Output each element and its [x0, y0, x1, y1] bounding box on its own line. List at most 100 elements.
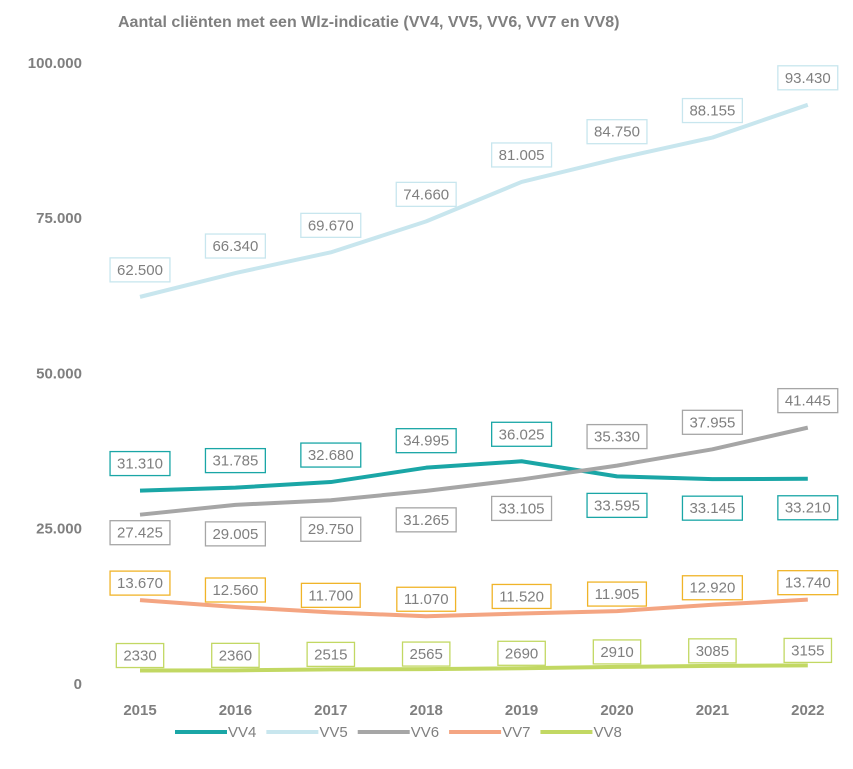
data-label-box	[204, 521, 266, 547]
data-label: 69.670	[308, 217, 354, 234]
data-label: 3085	[696, 643, 729, 660]
y-tick-label: 0	[74, 676, 82, 693]
legend-label: VV5	[319, 724, 347, 741]
data-label: 66.340	[212, 238, 258, 255]
data-label-box	[586, 581, 648, 607]
data-label: 11.070	[404, 591, 449, 608]
data-label-box	[396, 586, 457, 612]
data-label-box	[681, 97, 743, 124]
data-label-box	[109, 520, 171, 546]
x-tick-label: 2022	[791, 702, 824, 719]
data-label: 3155	[791, 642, 824, 659]
y-tick-label: 100.000	[28, 55, 82, 72]
data-label: 12.560	[212, 582, 258, 599]
data-label-box	[491, 495, 553, 522]
data-label: 88.155	[689, 103, 735, 120]
data-label-box	[592, 639, 642, 665]
data-label: 31.310	[117, 456, 163, 473]
x-tick-label: 2019	[505, 702, 538, 719]
data-label-box	[204, 577, 266, 603]
data-label: 12.920	[689, 580, 735, 597]
data-label-box	[497, 640, 546, 666]
data-label: 2690	[505, 645, 538, 662]
data-label: 34.995	[403, 433, 449, 450]
data-label: 2565	[410, 646, 443, 663]
y-tick-label: 25.000	[36, 521, 82, 538]
data-label-box	[681, 409, 743, 435]
data-label-box	[401, 641, 451, 667]
data-label-box	[300, 516, 362, 542]
x-tick-label: 2021	[696, 702, 729, 719]
data-label: 11.905	[595, 586, 640, 603]
y-tick-label: 50.000	[36, 365, 82, 382]
x-tick-label: 2020	[600, 702, 633, 719]
data-label-box	[395, 507, 457, 533]
data-label: 2910	[600, 644, 633, 661]
data-label: 29.750	[308, 521, 354, 538]
data-label: 32.680	[308, 447, 354, 464]
legend-label: VV7	[502, 724, 530, 741]
legend-label: VV4	[228, 724, 256, 741]
data-label-box	[777, 570, 839, 596]
data-label: 93.430	[785, 70, 831, 87]
lines	[139, 102, 809, 673]
x-tick-label: 2018	[410, 702, 443, 719]
data-label-box	[306, 641, 356, 668]
series-line	[139, 102, 809, 299]
data-label: 62.500	[117, 262, 163, 279]
data-label: 2360	[219, 647, 252, 664]
data-label-box	[491, 142, 553, 168]
data-label-box	[115, 642, 165, 669]
data-label: 84.750	[594, 124, 640, 141]
data-label: 2515	[314, 646, 347, 663]
series-line	[139, 459, 808, 493]
data-label: 74.660	[403, 186, 449, 203]
data-label-box	[586, 423, 648, 450]
data-label-box	[491, 421, 553, 447]
data-label-box	[109, 450, 171, 477]
data-label-box	[395, 181, 457, 208]
data-label-box	[777, 495, 839, 521]
data-label-box	[586, 119, 648, 145]
data-label: 11.700	[308, 587, 353, 604]
data-label-box	[211, 642, 260, 668]
x-tick-label: 2015	[123, 702, 156, 719]
data-label: 33.595	[594, 497, 640, 514]
data-label: 35.330	[594, 429, 640, 446]
data-label-box	[688, 638, 737, 664]
data-labels: 31.310 31.785 32.680 34.995 36.025 33.595 33.1…	[109, 65, 839, 669]
data-label-box	[204, 233, 266, 259]
data-label-box	[300, 442, 362, 468]
data-label: 13.670	[117, 575, 163, 592]
data-label-box	[777, 387, 839, 414]
data-label: 31.785	[212, 453, 258, 470]
data-label: 31.265	[403, 512, 449, 529]
data-label: 11.520	[499, 588, 544, 605]
data-label: 33.210	[785, 500, 831, 517]
data-label: 13.740	[785, 575, 831, 592]
series-line	[139, 663, 808, 673]
series-line	[139, 597, 808, 619]
data-label-box	[109, 570, 171, 596]
data-label: 29.005	[212, 526, 258, 543]
legend-label: VV8	[593, 724, 621, 741]
legend-label: VV6	[411, 724, 439, 741]
x-tick-label: 2017	[314, 702, 347, 719]
data-label-box	[204, 447, 266, 474]
data-label-box	[777, 65, 839, 91]
data-label-box	[681, 495, 743, 521]
data-label: 27.425	[117, 525, 163, 542]
data-label: 36.025	[499, 426, 545, 443]
data-label-box	[395, 428, 457, 454]
data-label-box	[491, 583, 552, 610]
data-label: 41.445	[785, 393, 831, 410]
series-line	[139, 425, 809, 517]
x-tick-label: 2016	[219, 702, 252, 719]
chart-title: Aantal cliënten met een Wlz-indicatie (V…	[118, 14, 620, 31]
data-label-box	[300, 212, 362, 238]
data-label-box	[783, 637, 833, 664]
y-tick-label: 75.000	[36, 210, 82, 227]
data-label: 33.145	[689, 500, 735, 517]
data-label: 37.955	[689, 414, 735, 431]
